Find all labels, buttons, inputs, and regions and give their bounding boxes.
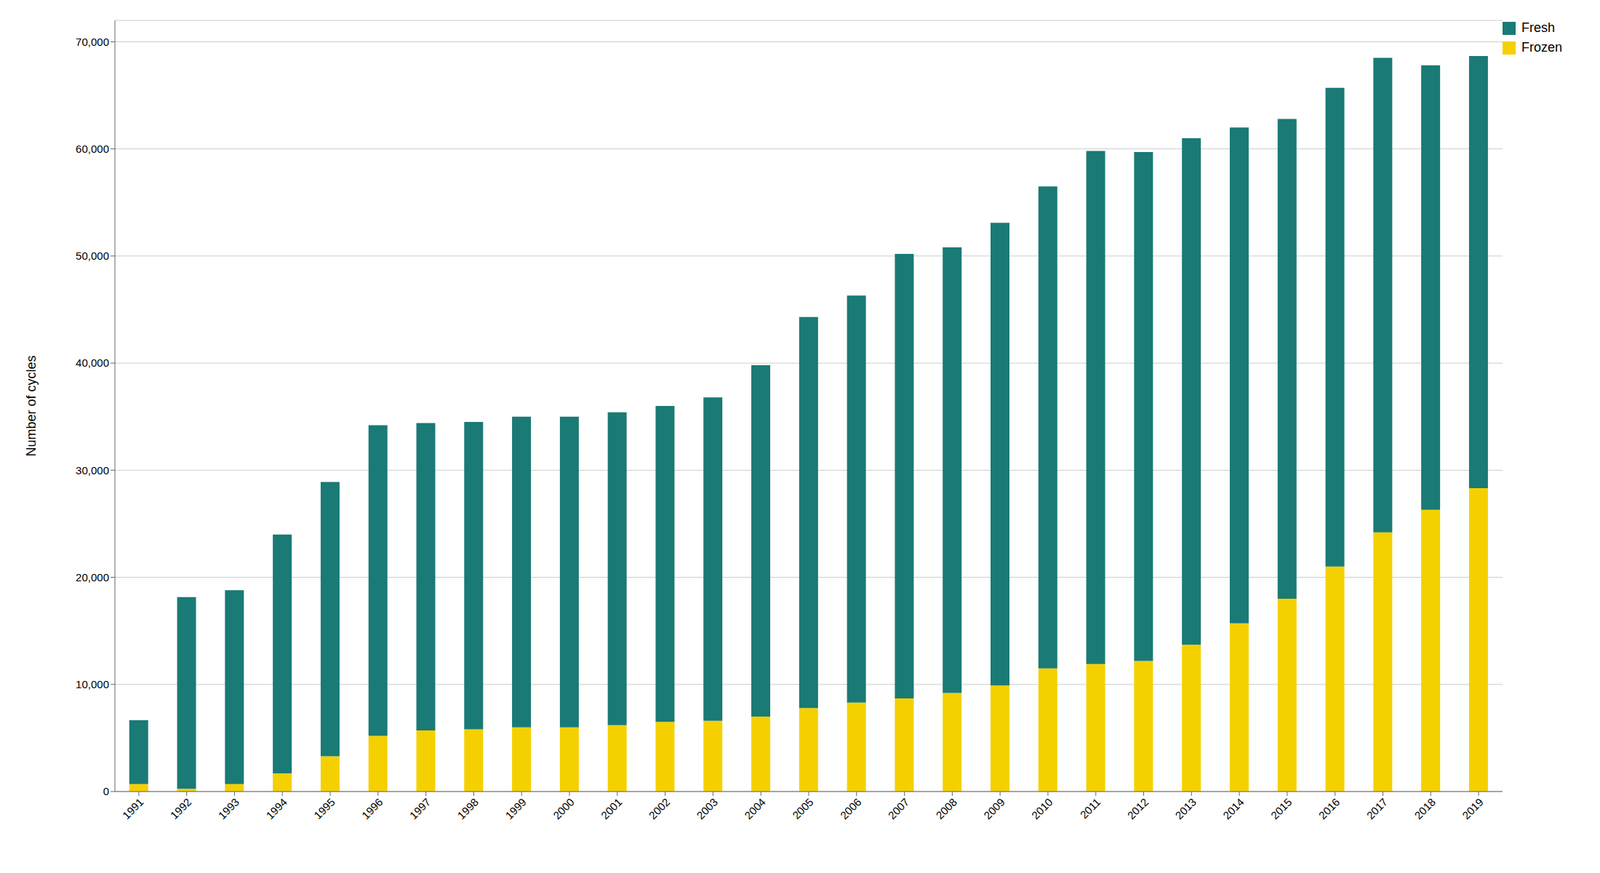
svg-text:1993: 1993 bbox=[216, 795, 243, 822]
svg-text:1999: 1999 bbox=[502, 795, 529, 822]
svg-text:0: 0 bbox=[103, 784, 110, 798]
svg-text:2009: 2009 bbox=[981, 795, 1008, 822]
svg-text:2001: 2001 bbox=[598, 795, 625, 822]
svg-text:2011: 2011 bbox=[1077, 795, 1104, 822]
svg-text:1998: 1998 bbox=[454, 795, 481, 822]
svg-text:1992: 1992 bbox=[168, 795, 195, 822]
svg-text:1994: 1994 bbox=[263, 795, 290, 822]
svg-text:2003: 2003 bbox=[693, 795, 720, 822]
svg-text:2004: 2004 bbox=[741, 795, 768, 822]
svg-text:50,000: 50,000 bbox=[75, 249, 110, 262]
html-text:Frozen: Frozen bbox=[1521, 40, 1563, 55]
svg-text:70,000: 70,000 bbox=[75, 35, 110, 48]
svg-text:2006: 2006 bbox=[837, 795, 864, 822]
svg-text:2002: 2002 bbox=[646, 795, 673, 822]
svg-text:2016: 2016 bbox=[1316, 795, 1343, 822]
svg-text:2014: 2014 bbox=[1220, 795, 1247, 822]
svg-text:2013: 2013 bbox=[1172, 795, 1199, 822]
svg-text:2015: 2015 bbox=[1268, 795, 1295, 822]
svg-text:2007: 2007 bbox=[885, 795, 912, 822]
svg-text:2010: 2010 bbox=[1029, 795, 1056, 822]
svg-text:2019: 2019 bbox=[1459, 795, 1486, 822]
svg-text:2018: 2018 bbox=[1411, 795, 1438, 822]
svg-text:1995: 1995 bbox=[311, 795, 338, 822]
svg-text:10,000: 10,000 bbox=[75, 677, 110, 691]
svg-text:2017: 2017 bbox=[1364, 795, 1391, 822]
svg-text:2012: 2012 bbox=[1125, 795, 1152, 822]
svg-text:20,000: 20,000 bbox=[75, 570, 110, 584]
svg-text:2005: 2005 bbox=[789, 795, 816, 822]
svg-text:1991: 1991 bbox=[120, 795, 147, 822]
svg-text:2000: 2000 bbox=[550, 795, 577, 822]
svg-text:30,000: 30,000 bbox=[75, 464, 110, 477]
svg-text:1997: 1997 bbox=[407, 795, 434, 822]
svg-text:40,000: 40,000 bbox=[75, 356, 110, 369]
svg-text:2008: 2008 bbox=[933, 795, 960, 822]
svg-text:1996: 1996 bbox=[359, 795, 386, 822]
svg-text:60,000: 60,000 bbox=[75, 142, 110, 155]
svg-text:Number of cycles: Number of cycles bbox=[24, 354, 39, 456]
html-text:Fresh: Fresh bbox=[1521, 20, 1555, 35]
